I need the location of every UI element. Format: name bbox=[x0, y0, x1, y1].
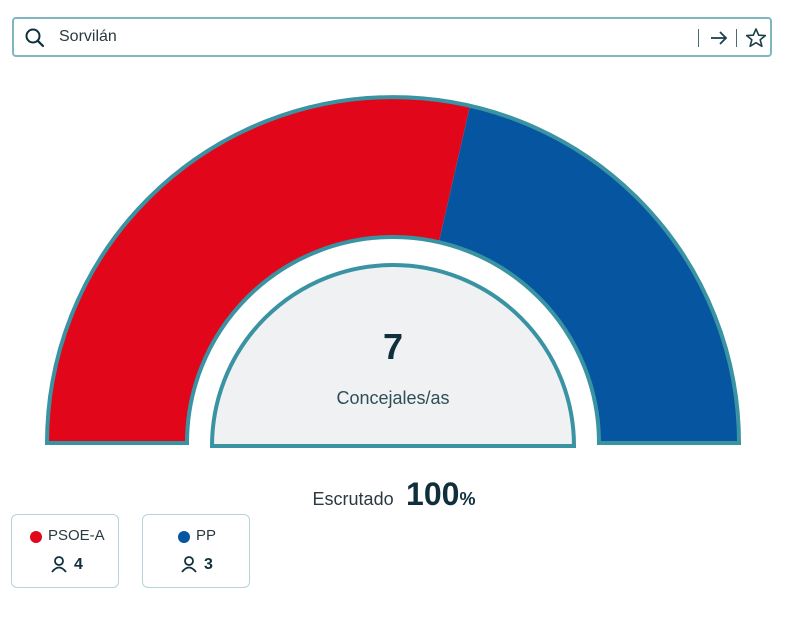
scrutiny-unit: % bbox=[459, 489, 476, 509]
party-card-psoe[interactable]: PSOE-A 4 bbox=[11, 514, 119, 588]
party-name: PP bbox=[196, 527, 217, 544]
party-card-pp[interactable]: PP 3 bbox=[142, 514, 250, 588]
search-input[interactable]: Sorvilán bbox=[59, 28, 117, 45]
party-seats: 4 bbox=[74, 556, 83, 573]
hemicycle-chart bbox=[44, 95, 742, 448]
party-color-dot bbox=[178, 531, 190, 543]
hemicycle-segment-psoe-a[interactable] bbox=[47, 96, 470, 443]
person-icon bbox=[181, 556, 197, 573]
scrutiny: Escrutado 100% bbox=[0, 476, 788, 513]
party-name: PSOE-A bbox=[48, 527, 105, 544]
party-color-dot bbox=[30, 531, 42, 543]
hemicycle-border bbox=[44, 95, 742, 445]
center-area bbox=[209, 263, 577, 448]
party-seats: 3 bbox=[204, 556, 213, 573]
star-icon[interactable] bbox=[744, 27, 768, 49]
go-arrow-icon[interactable] bbox=[707, 27, 731, 49]
total-seats-label: Concejales/as bbox=[336, 388, 450, 408]
search-bar[interactable]: Sorvilán bbox=[12, 17, 772, 57]
person-icon bbox=[51, 556, 67, 573]
separator bbox=[736, 29, 737, 47]
scrutiny-value: 100 bbox=[406, 476, 460, 512]
separator bbox=[698, 29, 699, 47]
hemicycle-segment-pp[interactable] bbox=[438, 105, 739, 444]
total-seats: 7 bbox=[382, 326, 404, 367]
scrutiny-label: Escrutado bbox=[312, 489, 394, 509]
search-icon bbox=[25, 28, 45, 48]
